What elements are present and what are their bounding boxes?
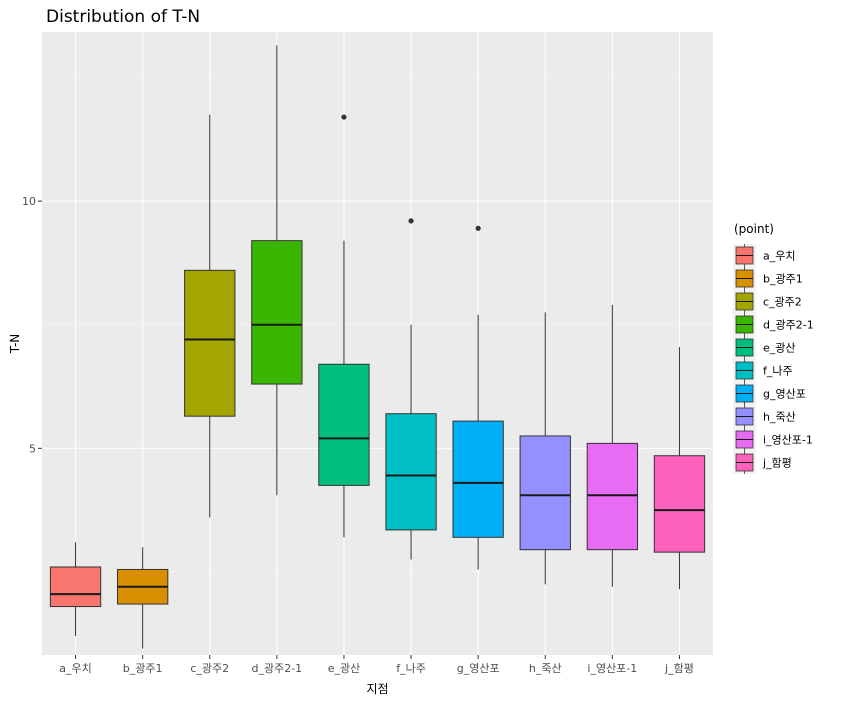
legend-label: c_광주2 [763,296,802,309]
y-tick-label: 5 [29,442,36,455]
x-tick-label: e_광산 [328,662,361,675]
x-tick-label: j_함평 [664,662,694,675]
box-iqr [385,413,437,531]
outlier-point [341,114,347,120]
legend-item: c_광주2 [733,290,802,313]
box-iqr [586,442,639,551]
outlier-point [408,218,414,224]
box-i_영산포-1 [586,304,639,587]
x-tick-label: f_나주 [396,662,426,675]
outlier-point [475,225,481,231]
box-b_광주1 [116,547,169,649]
legend-label: h_죽산 [763,411,796,424]
legend-item: d_광주2-1 [733,313,814,336]
legend: (point) a_우치 b_광주1 c_광주2 d_광주2-1 e_광산 f_나주 g_영… [733,222,814,474]
legend-item: b_광주1 [733,267,803,290]
legend-label: e_광산 [763,342,796,355]
legend-item: i_영산포-1 [733,428,813,451]
box-c_광주2 [184,114,236,518]
legend-item: f_나주 [733,359,793,382]
box-iqr [519,435,571,551]
x-tick-label: g_영산포 [457,662,500,675]
legend-title: (point) [734,222,774,236]
box-iqr [318,363,370,486]
x-tick-label: h_죽산 [529,662,562,675]
legend-label: d_광주2-1 [763,319,814,332]
x-tick-label: i_영산포-1 [587,662,637,675]
chart-title: Distribution of T-N [46,7,200,27]
legend-item: a_우치 [733,244,795,267]
box-f_나주 [385,218,437,560]
plot-panel [42,32,713,655]
y-tick-label: 10 [22,195,36,208]
x-tick-label: b_광주1 [123,662,163,675]
legend-label: j_함평 [762,457,792,470]
x-tick-label: d_광주2-1 [251,662,302,675]
box-iqr [251,240,303,385]
box-e_광산 [318,114,370,538]
box-iqr [184,269,236,417]
legend-item: g_영산포 [733,382,806,405]
legend-label: f_나주 [763,365,793,378]
legend-label: i_영산포-1 [763,434,813,447]
legend-item: e_광산 [733,336,796,359]
legend-item: j_함평 [733,451,792,474]
x-tick-label: a_우치 [59,662,91,675]
box-iqr [452,420,504,538]
box-series [49,45,706,649]
legend-label: a_우치 [763,250,795,263]
y-axis-label: T-N [8,334,22,355]
box-iqr [49,566,102,608]
box-j_함평 [653,346,706,590]
legend-item: h_죽산 [733,405,796,428]
box-d_광주2-1 [251,45,303,496]
legend-label: b_광주1 [763,273,803,286]
box-iqr [653,455,706,553]
x-axis: a_우치 b_광주1 c_광주2 d_광주2-1 e_광산 f_나주 g_영산포 h_죽산 i_… [59,655,694,675]
box-g_영산포 [452,225,504,570]
x-axis-label: 지점 [366,682,388,696]
box-a_우치 [49,542,102,637]
x-tick-label: c_광주2 [190,662,229,675]
y-axis: 5 10 [22,195,42,455]
box-h_죽산 [519,312,571,585]
legend-label: g_영산포 [763,388,806,401]
